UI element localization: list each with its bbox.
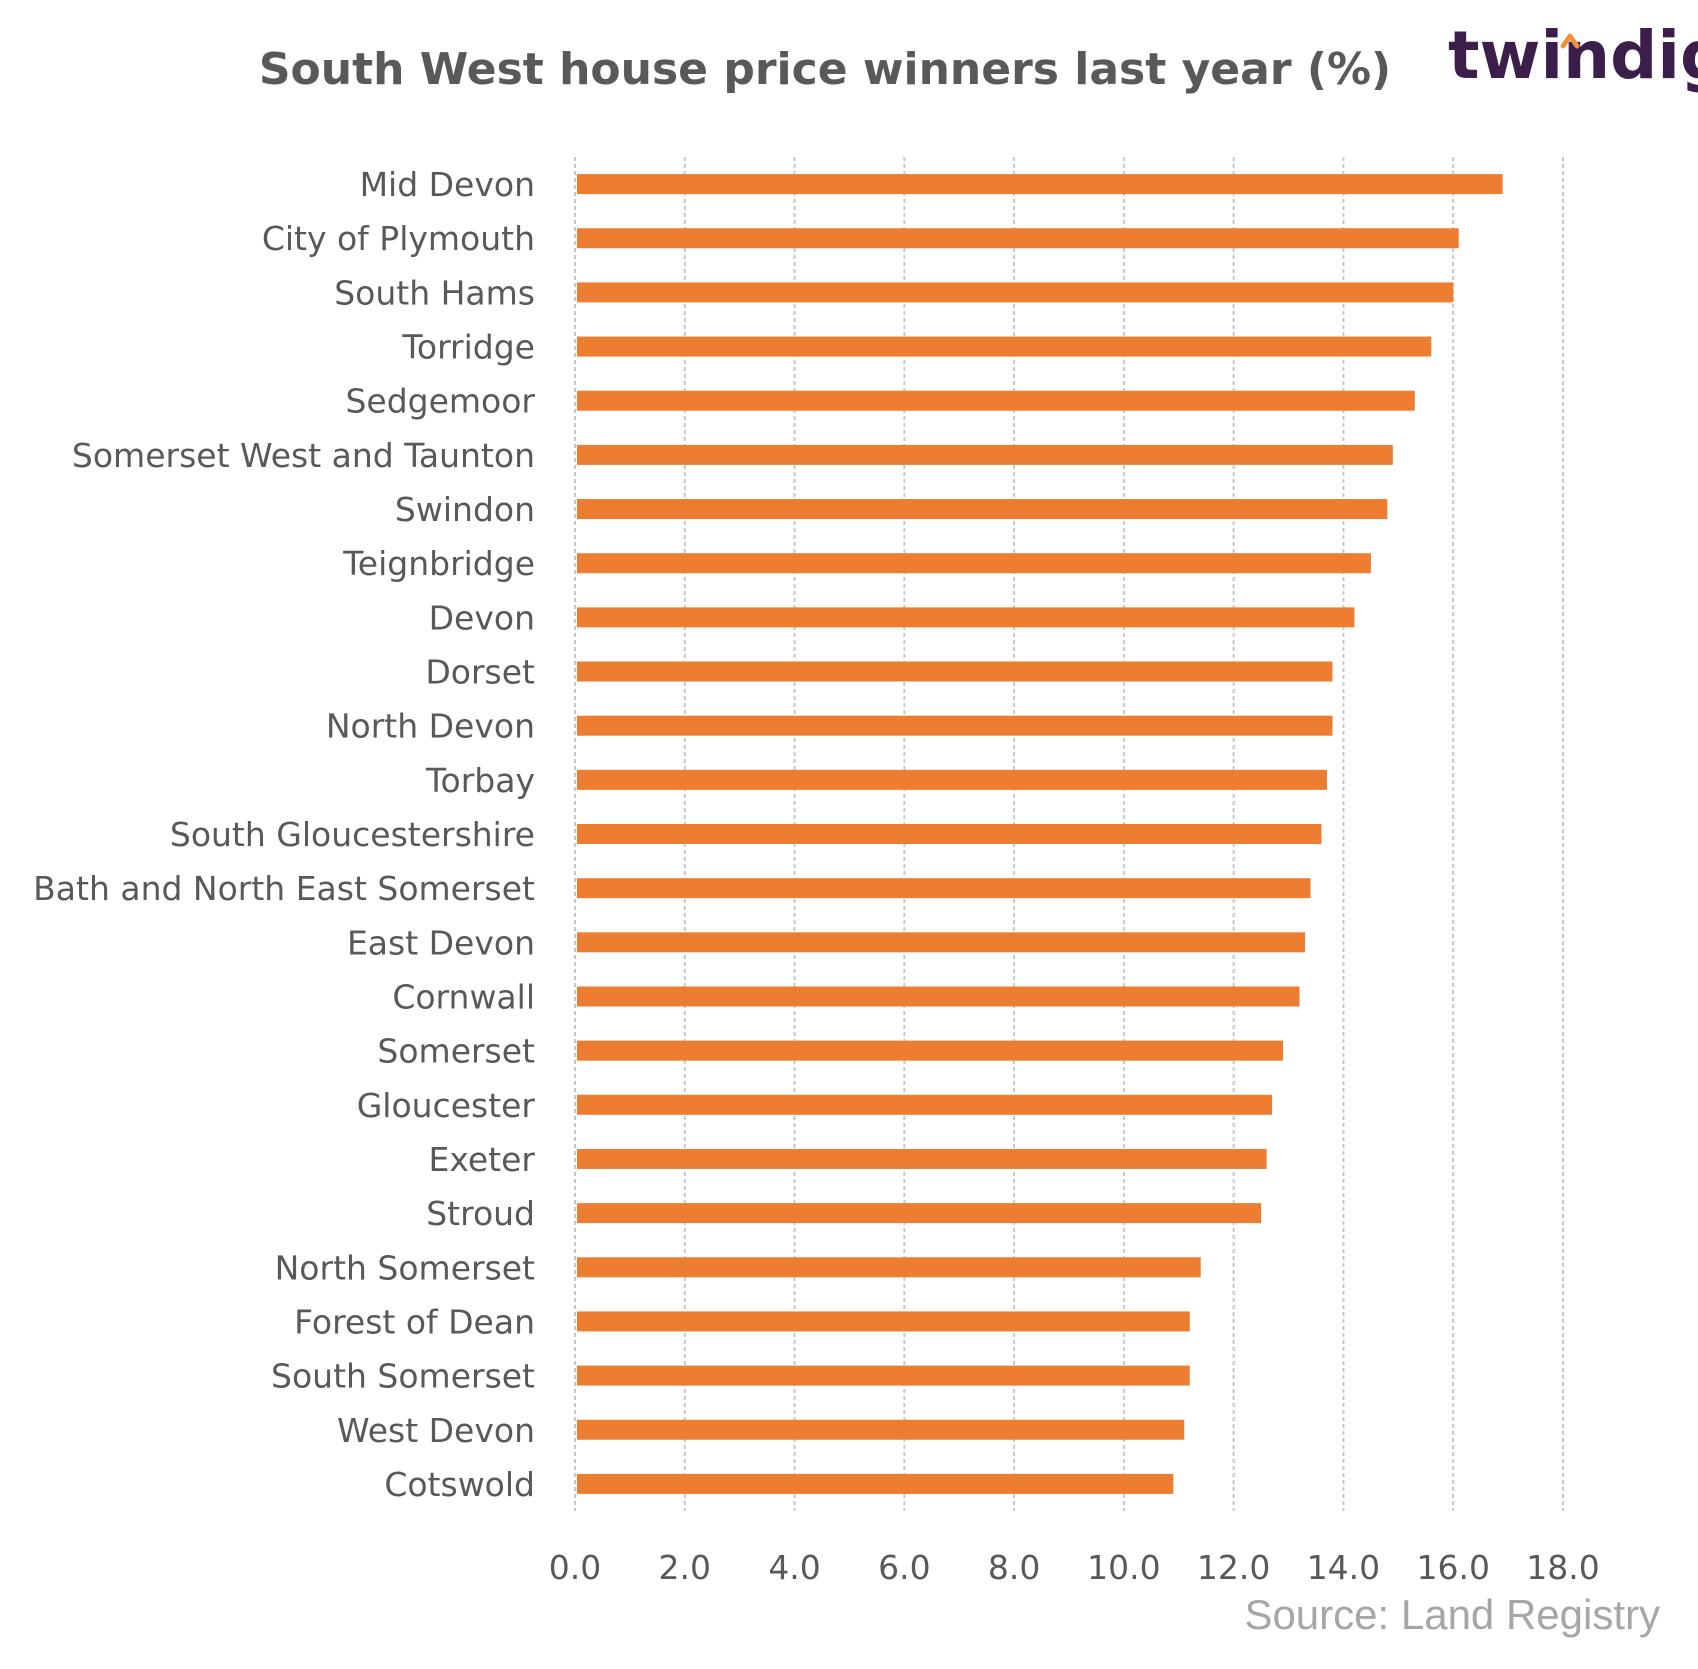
category-label: West Devon [337,1411,535,1450]
bar [577,1311,1190,1332]
category-label: Torbay [425,761,535,800]
category-label: Devon [429,598,535,637]
bar [577,878,1311,899]
bar [577,715,1333,736]
bar [577,1473,1174,1494]
category-label: Somerset [377,1032,535,1071]
twindig-logo: twindig [1448,17,1698,94]
category-label: Somerset West and Taunton [72,436,535,475]
bar [577,444,1393,465]
category-label: Cornwall [392,977,535,1016]
chart-title: South West house price winners last year… [259,44,1391,95]
bar [577,1148,1267,1169]
bar [577,769,1327,790]
bar [577,1257,1201,1278]
bar [577,174,1503,195]
bar [577,1094,1273,1115]
category-label: Teignbridge [342,544,535,583]
category-label: South Somerset [271,1357,535,1396]
bar [577,1419,1185,1440]
x-tick-label: 8.0 [988,1548,1040,1587]
bars [577,174,1503,1494]
bar [577,1203,1262,1224]
category-label: Sedgemoor [345,382,535,421]
x-tick-label: 18.0 [1526,1548,1599,1587]
gridlines [574,157,1564,1511]
category-label: Gloucester [357,1086,536,1125]
category-label: Bath and North East Somerset [33,869,535,908]
x-tick-label: 14.0 [1307,1548,1380,1587]
bar [577,553,1371,574]
bar [577,607,1355,628]
x-tick-label: 0.0 [549,1548,601,1587]
x-tick-label: 6.0 [878,1548,930,1587]
category-label: North Devon [326,707,535,746]
category-label: South Hams [334,273,535,312]
x-tick-label: 12.0 [1197,1548,1270,1587]
category-label: Cotswold [384,1465,535,1504]
x-axis-tick-labels: 0.0 2.0 4.0 6.0 8.0 10.0 12.0 14.0 16.0 18.0 [549,1548,1600,1587]
bar [577,986,1300,1007]
category-label: Swindon [395,490,535,529]
bar [577,390,1415,411]
x-tick-label: 4.0 [768,1548,820,1587]
bar [577,932,1306,953]
bar [577,499,1388,520]
x-tick-label: 16.0 [1416,1548,1489,1587]
category-label: Forest of Dean [294,1302,535,1341]
category-label: City of Plymouth [262,219,535,258]
bar [577,661,1333,682]
bar [577,282,1454,303]
logo-roof-icon [1560,33,1580,49]
category-label: Torridge [401,328,535,367]
x-tick-label: 2.0 [659,1548,711,1587]
category-label: South Gloucestershire [170,815,535,854]
category-label: Mid Devon [360,165,535,204]
source-label: Source: Land Registry [1244,1591,1660,1638]
bar [577,1040,1284,1061]
category-label: Dorset [425,653,535,692]
x-tick-label: 10.0 [1087,1548,1160,1587]
category-label: Exeter [429,1140,536,1179]
bar [577,228,1459,249]
logo-text: twindig [1448,17,1698,94]
category-label: East Devon [347,923,535,962]
category-labels: Mid Devon City of Plymouth South Hams Torri… [33,165,535,1504]
category-label: North Somerset [275,1248,535,1287]
bar [577,336,1432,357]
bar [577,1365,1190,1386]
category-label: Stroud [426,1194,535,1233]
bar [577,824,1322,844]
